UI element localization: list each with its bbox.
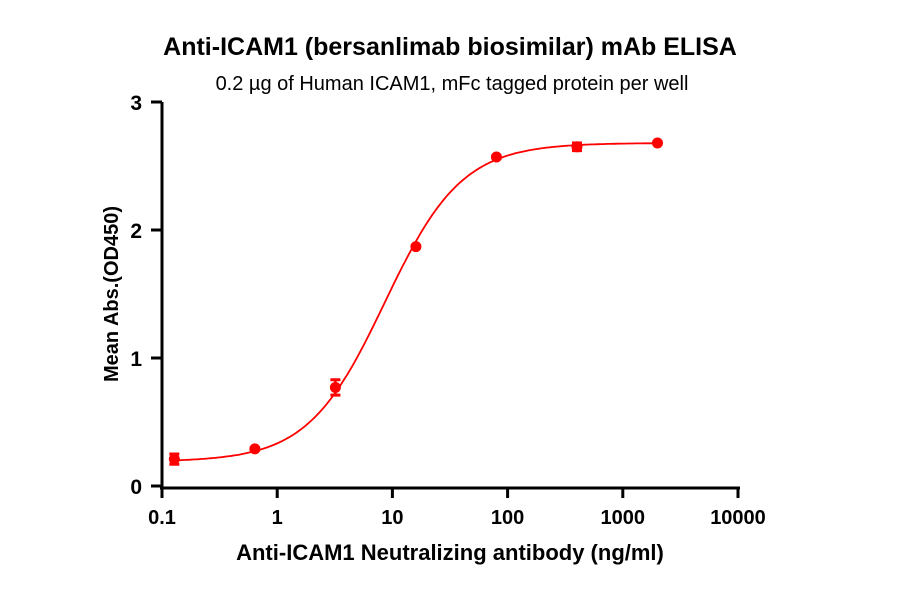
y-tick-label: 0	[130, 476, 142, 499]
data-point	[651, 137, 663, 149]
x-axis-label: Anti-ICAM1 Neutralizing antibody (ng/ml)	[236, 540, 664, 565]
data-point	[249, 443, 261, 455]
y-tick-label: 2	[130, 220, 142, 243]
data-point	[410, 241, 422, 253]
data-point	[168, 453, 180, 465]
x-tick-label: 10	[381, 507, 403, 529]
fit-curve	[174, 142, 656, 462]
data-point	[490, 151, 502, 163]
y-tick-label: 1	[130, 348, 142, 371]
x-tick-label: 0.1	[148, 507, 176, 529]
chart-subtitle: 0.2 µg of Human ICAM1, mFc tagged protei…	[216, 73, 689, 95]
x-tick-label: 1000	[601, 507, 646, 529]
data-point	[571, 141, 583, 153]
chart-title: Anti-ICAM1 (bersanlimab biosimilar) mAb …	[163, 33, 737, 61]
x-tick-label: 10000	[710, 507, 766, 529]
x-tick-label: 1	[272, 507, 283, 529]
x-tick-label: 100	[491, 507, 524, 529]
y-axis-label: Mean Abs.(OD450)	[101, 206, 123, 382]
data-point	[329, 381, 341, 393]
y-tick-label: 3	[130, 92, 142, 115]
